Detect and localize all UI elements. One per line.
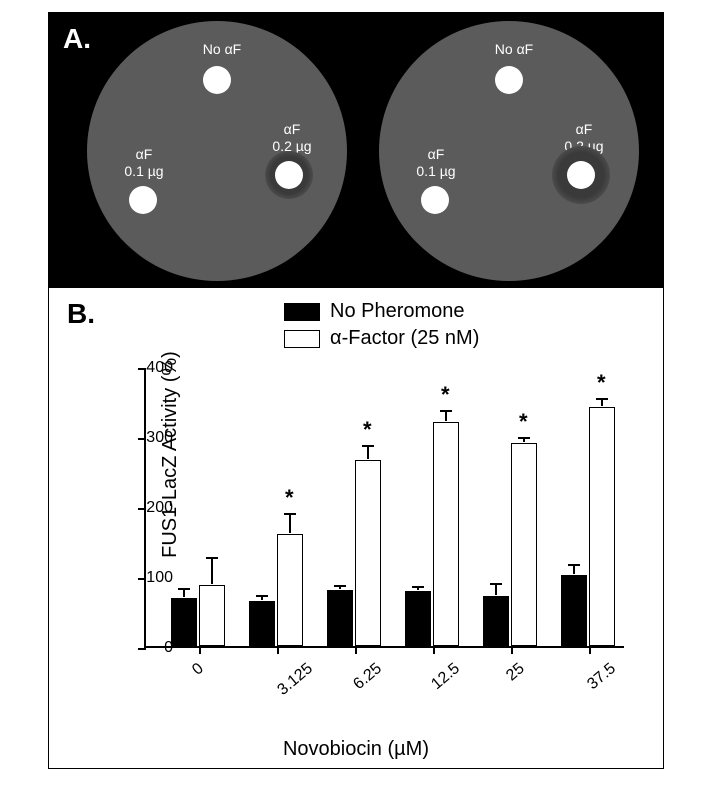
error-cap — [518, 437, 530, 439]
y-tick-label: 400 — [133, 359, 173, 377]
legend-swatch-black — [284, 303, 320, 321]
disc-02-right — [567, 161, 595, 189]
bar-no-pheromone — [171, 598, 197, 646]
error-bar — [573, 565, 575, 573]
bar-no-pheromone — [327, 590, 353, 646]
error-cap — [440, 410, 452, 412]
chart-plot-area: * * * * * — [144, 368, 624, 648]
figure-container: A. No αF αF0.1 µg αF0.2 µg No αF αF0.1 µ… — [48, 12, 664, 769]
plate-right-label-top: No αF — [484, 41, 544, 58]
bar-afactor — [355, 460, 381, 646]
error-cap — [256, 595, 268, 597]
error-cap — [596, 398, 608, 400]
disc-01-right — [421, 186, 449, 214]
panel-b: B. No Pheromone α-Factor (25 nM) FUS1-La… — [49, 288, 663, 768]
plate-left-label-top: No αF — [192, 41, 252, 58]
significance-marker: * — [519, 409, 528, 435]
plate-right: No αF αF0.1 µg αF0.2 µg — [379, 21, 639, 281]
error-bar — [211, 558, 213, 584]
significance-marker: * — [285, 485, 294, 511]
error-bar — [183, 589, 185, 597]
legend-label-0: No Pheromone — [330, 300, 465, 323]
chart-legend: No Pheromone α-Factor (25 nM) — [284, 300, 479, 354]
error-cap — [490, 583, 502, 585]
bar-no-pheromone — [405, 591, 431, 646]
panel-a: A. No αF αF0.1 µg αF0.2 µg No αF αF0.1 µ… — [49, 13, 663, 288]
error-bar — [601, 399, 603, 406]
x-tick-label: 3.125 — [274, 660, 316, 700]
bar-afactor — [277, 534, 303, 646]
x-tick — [433, 646, 435, 654]
y-tick-label: 0 — [133, 639, 173, 657]
error-cap — [412, 586, 424, 588]
error-bar — [289, 514, 291, 533]
disc-no-af-left — [203, 66, 231, 94]
significance-marker: * — [441, 382, 450, 408]
plate-left-label-bl: αF0.1 µg — [119, 146, 169, 180]
legend-row-afactor: α-Factor (25 nM) — [284, 327, 479, 350]
error-cap — [178, 588, 190, 590]
error-bar — [445, 411, 447, 422]
bar-no-pheromone — [249, 601, 275, 646]
bar-no-pheromone — [561, 575, 587, 646]
bar-afactor — [589, 407, 615, 646]
legend-label-1: α-Factor (25 nM) — [330, 327, 479, 350]
x-tick — [511, 646, 513, 654]
x-axis-title: Novobiocin (µM) — [49, 738, 663, 761]
panel-b-label: B. — [67, 298, 95, 330]
legend-row-no-pheromone: No Pheromone — [284, 300, 479, 323]
x-tick — [355, 646, 357, 654]
x-tick — [589, 646, 591, 654]
x-tick-label: 25 — [503, 660, 528, 685]
x-tick-label: 0 — [189, 660, 207, 680]
disc-01-left — [129, 186, 157, 214]
x-tick-label: 12.5 — [428, 660, 463, 694]
bar-afactor — [511, 443, 537, 646]
error-cap — [334, 585, 346, 587]
plate-right-label-bl: αF0.1 µg — [411, 146, 461, 180]
x-tick — [277, 646, 279, 654]
x-tick-label: 6.25 — [350, 660, 385, 694]
plate-left-label-br: αF0.2 µg — [267, 121, 317, 155]
panel-a-label: A. — [63, 23, 91, 55]
significance-marker: * — [597, 370, 606, 396]
error-cap — [284, 513, 296, 515]
plate-left: No αF αF0.1 µg αF0.2 µg — [87, 21, 347, 281]
disc-no-af-right — [495, 66, 523, 94]
error-cap — [206, 557, 218, 559]
y-tick-label: 200 — [133, 499, 173, 517]
significance-marker: * — [363, 417, 372, 443]
y-tick-label: 300 — [133, 429, 173, 447]
disc-02-left — [275, 161, 303, 189]
x-tick — [199, 646, 201, 654]
legend-swatch-white — [284, 330, 320, 348]
error-bar — [367, 446, 369, 459]
x-tick-label: 37.5 — [584, 660, 619, 694]
bar-afactor — [433, 422, 459, 646]
error-cap — [362, 445, 374, 447]
bar-afactor — [199, 585, 225, 646]
error-bar — [495, 584, 497, 595]
error-cap — [568, 564, 580, 566]
y-tick-label: 100 — [133, 569, 173, 587]
bar-no-pheromone — [483, 596, 509, 646]
